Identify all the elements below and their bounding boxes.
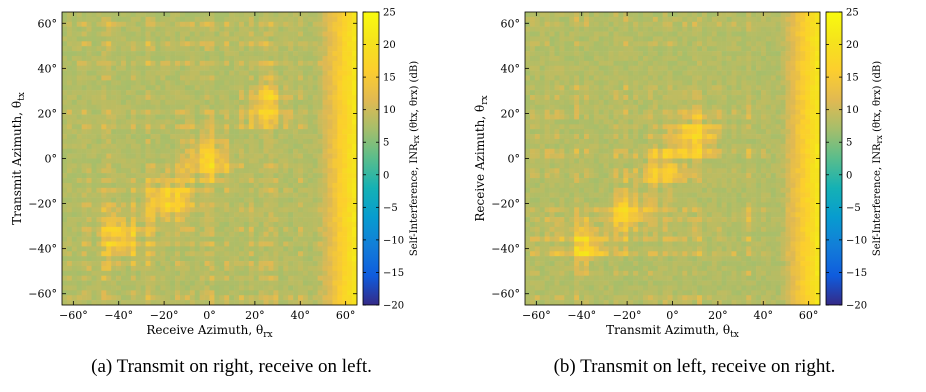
y-tick-label: −60°	[28, 288, 57, 301]
y-tick-label: −40°	[491, 243, 520, 256]
colorbar-label: Self-Interference, INRrx (θtx, θrx) (dB)	[872, 61, 884, 256]
y-tick-label: −40°	[28, 243, 57, 256]
x-tick-label: 60°	[799, 309, 819, 322]
colorbar-tick-label: 0	[846, 170, 852, 181]
y-tick-label: −60°	[491, 288, 520, 301]
x-axis-label: Receive Azimuth, θrx	[146, 323, 272, 340]
y-axis-label: Receive Azimuth, θrx	[473, 95, 490, 221]
y-tick-label: 60°	[501, 17, 521, 30]
colorbar-tick-label: 10	[846, 105, 859, 116]
x-tick-label: −20°	[150, 309, 179, 322]
colorbar-tick-label: −15	[383, 268, 404, 279]
colorbar-label: Self-Interference, INRrx (θtx, θrx) (dB)	[409, 61, 421, 256]
colorbar-tick-label: −10	[383, 235, 404, 246]
x-tick-label: −40°	[104, 309, 133, 322]
x-tick-label: 40°	[754, 309, 774, 322]
x-tick-label: −40°	[567, 309, 596, 322]
y-tick-label: 40°	[38, 62, 58, 75]
colorbar-tick-label: −10	[846, 235, 867, 246]
colorbar-tick-label: 20	[383, 40, 396, 51]
y-tick-label: 60°	[38, 17, 58, 30]
x-tick-label: −60°	[522, 309, 551, 322]
x-tick-label: 60°	[336, 309, 356, 322]
x-axis-label: Transmit Azimuth, θtx	[606, 323, 739, 340]
heatmap-chart-a: −60° −40° −20° 0° 20° 40° 60° −60° −40° −20° 0° 20°…	[10, 8, 421, 341]
colorbar	[825, 11, 843, 306]
colorbar-tick-label: 15	[846, 73, 859, 84]
figure-b: −60° −40° −20° 0° 20° 40° 60° −60° −40° −20° 0° 20°…	[463, 0, 926, 392]
x-tick-label: 0°	[203, 309, 216, 322]
colorbar-tick-label: 5	[846, 138, 852, 149]
colorbar-tick-label: −5	[846, 203, 861, 214]
heatmap-cells	[525, 12, 821, 306]
x-tick-label: 20°	[245, 309, 265, 322]
x-tick-label: 20°	[708, 309, 728, 322]
colorbar	[362, 11, 380, 306]
caption-a: (a) Transmit on right, receive on left.	[91, 356, 372, 377]
y-tick-label: −20°	[28, 198, 57, 211]
colorbar-tick-label: 15	[383, 73, 396, 84]
figure-a: −60° −40° −20° 0° 20° 40° 60° −60° −40° −20° 0° 20°…	[10, 8, 421, 378]
colorbar-tick-label: −15	[846, 268, 867, 279]
y-tick-label: 0°	[508, 153, 521, 166]
heatmap-cells	[62, 12, 358, 306]
caption-b: (b) Transmit on left, receive on right.	[553, 356, 836, 377]
x-tick-label: −20°	[613, 309, 642, 322]
colorbar-tick-label: 25	[846, 8, 859, 19]
heatmap-chart-b: −60° −40° −20° 0° 20° 40° 60° −60° −40° −20° 0° 20°…	[473, 8, 884, 341]
x-tick-label: 40°	[291, 309, 311, 322]
y-axis-label: Transmit Azimuth, θtx	[10, 92, 27, 225]
x-tick-label: 0°	[666, 309, 679, 322]
y-tick-label: −20°	[491, 198, 520, 211]
colorbar-tick-label: 25	[383, 8, 396, 19]
colorbar-tick-label: −20	[383, 301, 404, 312]
colorbar-tick-label: −5	[383, 203, 398, 214]
x-tick-label: −60°	[59, 309, 88, 322]
colorbar-tick-label: −20	[846, 301, 867, 312]
colorbar-tick-label: 10	[383, 105, 396, 116]
y-tick-label: 40°	[501, 62, 521, 75]
y-tick-label: 20°	[38, 107, 58, 120]
colorbar-tick-label: 20	[846, 40, 859, 51]
colorbar-tick-label: 5	[383, 138, 389, 149]
y-tick-label: 0°	[45, 153, 58, 166]
colorbar-tick-label: 0	[383, 170, 389, 181]
y-tick-label: 20°	[501, 107, 521, 120]
